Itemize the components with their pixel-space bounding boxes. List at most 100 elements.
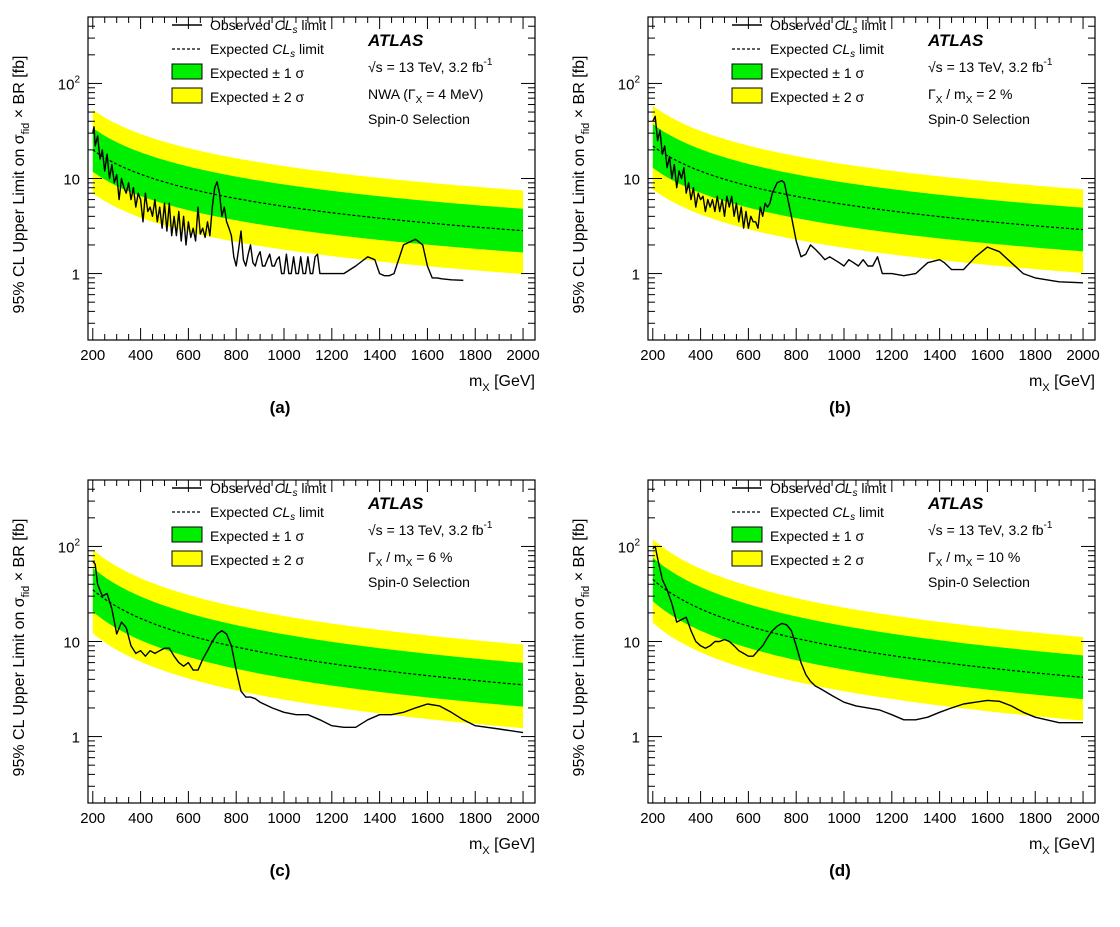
legend-2sigma-c: Expected ± 2 σ bbox=[210, 552, 305, 568]
x-tick-label-400-d: 400 bbox=[688, 810, 713, 827]
legend-expected-b: Expected CLs limit bbox=[770, 41, 884, 60]
x-tick-label-1800-c: 1800 bbox=[459, 810, 492, 827]
legend-observed-c: Observed CLs limit bbox=[210, 480, 326, 499]
legend-observed-b: Observed CLs limit bbox=[770, 17, 886, 36]
x-tick-label-800-a: 800 bbox=[224, 347, 249, 364]
x-tick-label-1000-a: 1000 bbox=[267, 347, 300, 364]
x-tick-label-600-a: 600 bbox=[176, 347, 201, 364]
energy-label-c: √s = 13 TeV, 3.2 fb-1 bbox=[368, 520, 493, 538]
x-tick-label-1800-a: 1800 bbox=[459, 347, 492, 364]
x-tick-label-1200-a: 1200 bbox=[315, 347, 348, 364]
x-tick-label-600-b: 600 bbox=[736, 347, 761, 364]
legend-1sigma-swatch-b bbox=[731, 63, 763, 80]
width-label-d: ΓX / mX = 10 % bbox=[928, 549, 1020, 569]
chart-panel-b: 200 400 600 800 1000 1200 1400 1600 1800 2000 1 10 1… bbox=[560, 0, 1120, 463]
legend-expected-a: Expected CLs limit bbox=[210, 41, 324, 60]
y-tick-label-10^2-b: 102 bbox=[618, 74, 641, 93]
x-axis-label-a: mX [GeV] bbox=[469, 373, 535, 394]
legend-2sigma-a: Expected ± 2 σ bbox=[210, 89, 305, 105]
x-tick-label-200-b: 200 bbox=[640, 347, 665, 364]
legend-2sigma-swatch-d bbox=[731, 550, 763, 567]
chart-panel-c: 200 400 600 800 1000 1200 1400 1600 1800 2000 1 10 1… bbox=[0, 463, 560, 926]
legend-expected-c: Expected CLs limit bbox=[210, 504, 324, 523]
y-tick-label-1-a: 1 bbox=[72, 267, 80, 284]
x-tick-label-1600-c: 1600 bbox=[411, 810, 444, 827]
y-tick-label-10^2-d: 102 bbox=[618, 537, 641, 556]
legend-observed-a: Observed CLs limit bbox=[210, 17, 326, 36]
x-tick-label-600-d: 600 bbox=[736, 810, 761, 827]
y-tick-label-1-d: 1 bbox=[632, 730, 640, 747]
chart-panel-d: 200 400 600 800 1000 1200 1400 1600 1800 2000 1 10 1… bbox=[560, 463, 1120, 926]
legend-1sigma-d: Expected ± 1 σ bbox=[770, 528, 865, 544]
x-tick-label-1000-c: 1000 bbox=[267, 810, 300, 827]
band-1sigma-a bbox=[92, 128, 524, 253]
chart-svg-b: 200 400 600 800 1000 1200 1400 1600 1800 2000 1 10 1… bbox=[571, 16, 1100, 417]
y-axis-label-c: 95% CL Upper Limit on σfid × BR [fb] bbox=[11, 519, 32, 777]
x-tick-label-1600-b: 1600 bbox=[971, 347, 1004, 364]
legend-1sigma-a: Expected ± 1 σ bbox=[210, 65, 305, 81]
legend-observed-d: Observed CLs limit bbox=[770, 480, 886, 499]
legend-2sigma-b: Expected ± 2 σ bbox=[770, 89, 865, 105]
y-tick-label-10-c: 10 bbox=[63, 635, 80, 652]
expected-line-a bbox=[92, 149, 524, 232]
x-tick-label-1600-d: 1600 bbox=[971, 810, 1004, 827]
energy-label-d: √s = 13 TeV, 3.2 fb-1 bbox=[928, 520, 1053, 538]
band-1sigma-c bbox=[92, 567, 524, 707]
x-tick-label-200-c: 200 bbox=[80, 810, 105, 827]
y-tick-label-10-a: 10 bbox=[63, 172, 80, 189]
x-tick-label-600-c: 600 bbox=[176, 810, 201, 827]
x-tick-label-1800-b: 1800 bbox=[1019, 347, 1052, 364]
y-tick-label-10-b: 10 bbox=[623, 172, 640, 189]
panel-caption-d: (d) bbox=[829, 861, 851, 880]
y-axis-label-d: 95% CL Upper Limit on σfid × BR [fb] bbox=[571, 519, 592, 777]
x-axis-label-d: mX [GeV] bbox=[1029, 836, 1095, 857]
legend-1sigma-c: Expected ± 1 σ bbox=[210, 528, 305, 544]
width-label-a: NWA (ΓX = 4 MeV) bbox=[368, 86, 483, 106]
y-tick-label-10^2-c: 102 bbox=[58, 537, 81, 556]
x-tick-label-2000-b: 2000 bbox=[1066, 347, 1099, 364]
y-tick-label-1-c: 1 bbox=[72, 730, 80, 747]
width-label-c: ΓX / mX = 6 % bbox=[368, 549, 453, 569]
chart-svg-c: 200 400 600 800 1000 1200 1400 1600 1800 2000 1 10 1… bbox=[11, 479, 540, 880]
x-tick-label-1400-d: 1400 bbox=[923, 810, 956, 827]
energy-label-a: √s = 13 TeV, 3.2 fb-1 bbox=[368, 57, 493, 75]
x-axis-label-b: mX [GeV] bbox=[1029, 373, 1095, 394]
x-tick-label-1200-c: 1200 bbox=[315, 810, 348, 827]
x-tick-label-1600-a: 1600 bbox=[411, 347, 444, 364]
observed-line-b bbox=[652, 115, 1084, 284]
x-tick-label-1000-b: 1000 bbox=[827, 347, 860, 364]
x-tick-label-2000-d: 2000 bbox=[1066, 810, 1099, 827]
observed-line-d bbox=[652, 545, 1083, 724]
width-label-b: ΓX / mX = 2 % bbox=[928, 86, 1013, 106]
atlas-label-d: ATLAS bbox=[927, 494, 984, 513]
x-tick-label-1400-a: 1400 bbox=[363, 347, 396, 364]
x-tick-label-1200-b: 1200 bbox=[875, 347, 908, 364]
legend-1sigma-swatch-c bbox=[171, 526, 203, 543]
x-tick-label-200-a: 200 bbox=[80, 347, 105, 364]
legend-1sigma-swatch-d bbox=[731, 526, 763, 543]
x-tick-label-800-d: 800 bbox=[784, 810, 809, 827]
chart-svg-a: 200 400 600 800 1000 1200 1400 1600 1800 2000 1 10 1… bbox=[11, 16, 540, 417]
legend-2sigma-d: Expected ± 2 σ bbox=[770, 552, 865, 568]
x-tick-label-2000-c: 2000 bbox=[506, 810, 539, 827]
selection-label-c: Spin-0 Selection bbox=[368, 574, 470, 590]
band-1sigma-b bbox=[652, 124, 1083, 252]
atlas-label-b: ATLAS bbox=[927, 31, 984, 50]
expected-line-d bbox=[652, 578, 1084, 678]
x-tick-label-1400-c: 1400 bbox=[363, 810, 396, 827]
atlas-label-a: ATLAS bbox=[367, 31, 424, 50]
legend-2sigma-swatch-b bbox=[731, 87, 763, 104]
x-tick-label-800-b: 800 bbox=[784, 347, 809, 364]
chart-svg-d: 200 400 600 800 1000 1200 1400 1600 1800 2000 1 10 1… bbox=[571, 479, 1100, 880]
selection-label-d: Spin-0 Selection bbox=[928, 574, 1030, 590]
energy-label-b: √s = 13 TeV, 3.2 fb-1 bbox=[928, 57, 1053, 75]
legend-1sigma-b: Expected ± 1 σ bbox=[770, 65, 865, 81]
selection-label-b: Spin-0 Selection bbox=[928, 111, 1030, 127]
x-tick-label-800-c: 800 bbox=[224, 810, 249, 827]
selection-label-a: Spin-0 Selection bbox=[368, 111, 470, 127]
x-tick-label-1000-d: 1000 bbox=[827, 810, 860, 827]
x-tick-label-1800-d: 1800 bbox=[1019, 810, 1052, 827]
panel-caption-a: (a) bbox=[270, 398, 291, 417]
atlas-label-c: ATLAS bbox=[367, 494, 424, 513]
x-tick-label-2000-a: 2000 bbox=[506, 347, 539, 364]
